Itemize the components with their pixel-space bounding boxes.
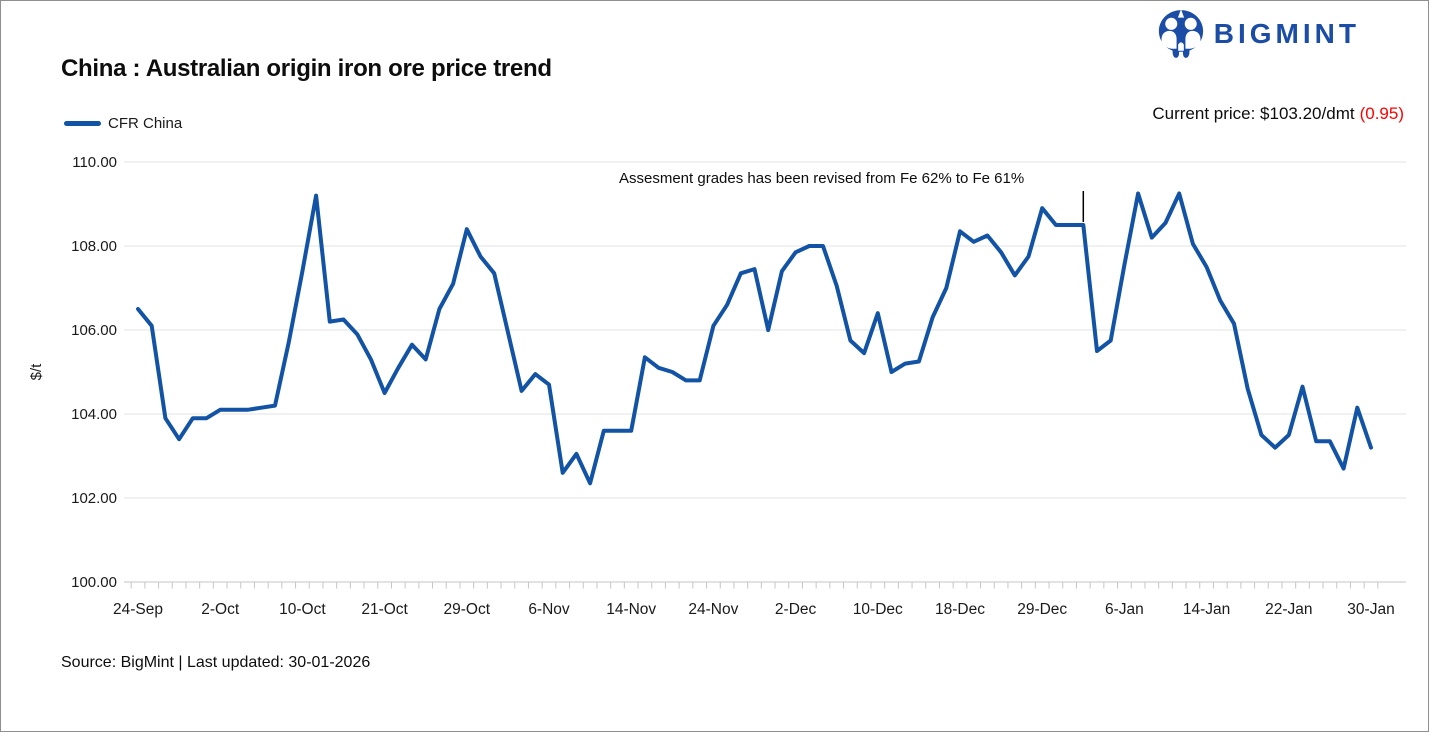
chart-annotation-text: Assesment grades has been revised from F… [619, 170, 1025, 187]
svg-text:29-Dec: 29-Dec [1017, 601, 1067, 618]
bigmint-logo-icon [1158, 9, 1203, 58]
svg-text:24-Nov: 24-Nov [688, 601, 738, 618]
x-axis-ticks [130, 582, 1379, 589]
legend-line-swatch [64, 121, 101, 126]
svg-text:108.00: 108.00 [71, 238, 117, 255]
svg-text:14-Nov: 14-Nov [606, 601, 656, 618]
svg-text:22-Jan: 22-Jan [1265, 601, 1312, 618]
svg-text:2-Oct: 2-Oct [201, 601, 240, 618]
svg-text:2-Dec: 2-Dec [775, 601, 817, 618]
series-line-cfr-china [136, 191, 1373, 486]
y-axis-title: $/t [28, 363, 45, 381]
svg-text:21-Oct: 21-Oct [361, 601, 408, 618]
source-note: Source: BigMint | Last updated: 30-01-20… [61, 654, 371, 671]
svg-text:104.00: 104.00 [71, 406, 117, 423]
svg-text:6-Jan: 6-Jan [1105, 601, 1144, 618]
svg-text:10-Oct: 10-Oct [279, 601, 326, 618]
svg-text:18-Dec: 18-Dec [935, 601, 985, 618]
legend: CFR China [64, 115, 182, 132]
svg-text:30-Jan: 30-Jan [1347, 601, 1394, 618]
gridlines [124, 161, 1406, 583]
legend-label: CFR China [108, 115, 183, 132]
bigmint-logo-text: BIGMINT [1213, 18, 1360, 49]
svg-text:110.00: 110.00 [72, 154, 117, 171]
x-axis-labels: 24-Sep 2-Oct 10-Oct 21-Oct 29-Oct 6-Nov 14-Nov… [113, 601, 1395, 618]
current-price: Current price: $103.20/dmt (0.95) [1152, 104, 1404, 124]
chart-title: China : Australian origin iron ore price… [61, 55, 552, 82]
svg-text:100.00: 100.00 [71, 574, 117, 591]
svg-text:14-Jan: 14-Jan [1183, 601, 1230, 618]
svg-text:10-Dec: 10-Dec [853, 601, 903, 618]
bigmint-logo: BIGMINT [1158, 9, 1360, 59]
svg-text:24-Sep: 24-Sep [113, 601, 163, 618]
svg-text:106.00: 106.00 [71, 322, 117, 339]
svg-text:102.00: 102.00 [71, 490, 117, 507]
current-price-change: (0.95) [1359, 104, 1404, 123]
svg-text:29-Oct: 29-Oct [444, 601, 491, 618]
y-axis-labels: 100.00 102.00 104.00 106.00 108.00 110.00 [71, 154, 117, 591]
current-price-text: Current price: $103.20/dmt [1152, 104, 1355, 123]
svg-text:6-Nov: 6-Nov [528, 601, 570, 618]
